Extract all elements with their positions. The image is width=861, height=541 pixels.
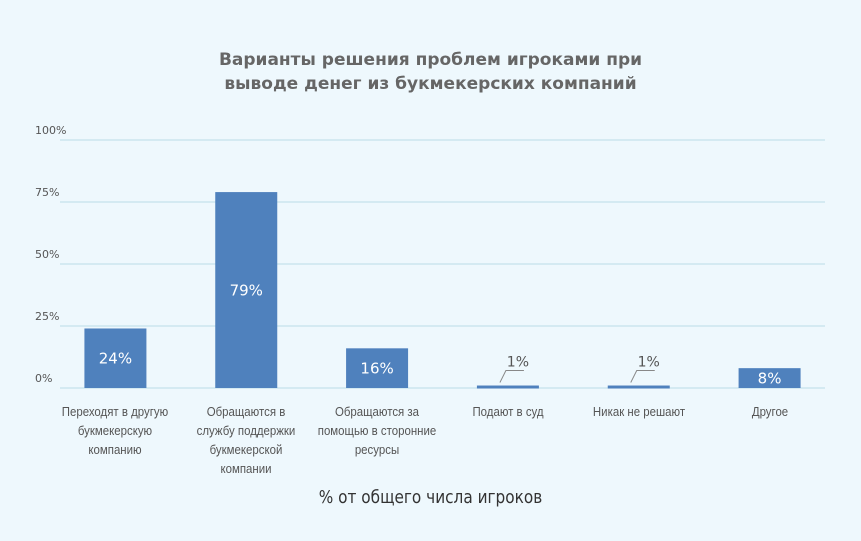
bar xyxy=(607,385,670,389)
y-tick-label: 100% xyxy=(35,124,66,137)
value-label: 79% xyxy=(230,282,263,300)
y-tick-label: 75% xyxy=(35,186,59,199)
x-tick-label: Подают в суд xyxy=(472,404,544,419)
chart-title: Варианты решения проблем игроками при вы… xyxy=(218,50,643,94)
value-label: 1% xyxy=(638,355,660,371)
bar xyxy=(476,385,539,389)
x-tick-label: Обращаются за помощью в сторонние ресурс… xyxy=(317,404,437,457)
x-tick-label: Переходят в другую букмекерскую компанию xyxy=(62,404,169,457)
bar xyxy=(84,328,147,388)
x-axis-label: % от общего числа игроков xyxy=(318,487,543,508)
y-tick-label: 25% xyxy=(35,310,59,323)
y-tick-label: 0% xyxy=(35,372,52,385)
x-tick-label: Обращаются в службу поддержки букмекерск… xyxy=(196,404,296,476)
value-label: 24% xyxy=(99,350,132,368)
x-tick-label: Никак не решают xyxy=(592,404,685,419)
value-label: 8% xyxy=(758,370,782,388)
bar xyxy=(738,368,801,388)
leader-line xyxy=(499,370,524,383)
leader-line xyxy=(630,370,655,383)
value-label: 16% xyxy=(360,360,393,378)
y-tick-label: 50% xyxy=(35,248,59,261)
bar xyxy=(346,348,409,388)
value-label: 1% xyxy=(507,355,529,371)
x-tick-label: Другое xyxy=(751,404,788,419)
bar xyxy=(215,192,278,388)
